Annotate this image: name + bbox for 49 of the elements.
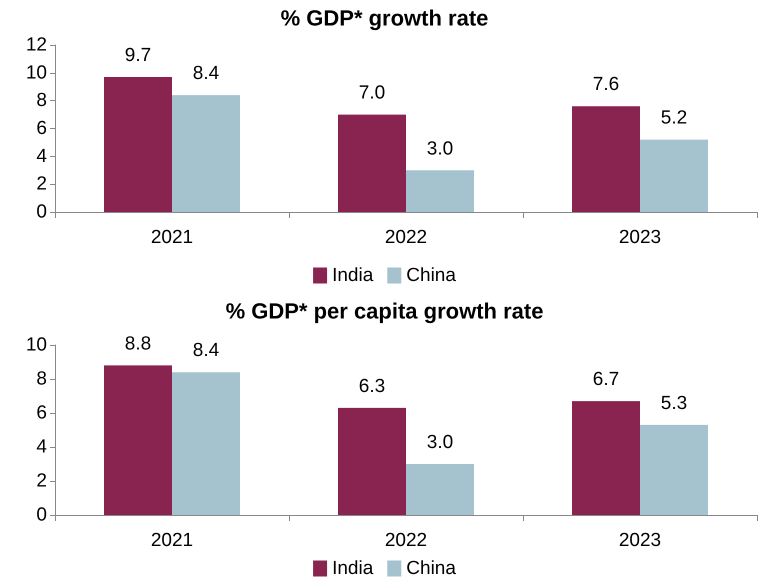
bar <box>172 95 240 212</box>
legend-label: India <box>332 265 374 286</box>
data-label: 6.3 <box>358 376 386 397</box>
y-tick-label: 10 <box>26 334 47 356</box>
bar <box>104 365 172 515</box>
data-label: 8.4 <box>192 340 220 362</box>
data-label: 8.8 <box>124 333 152 354</box>
y-tick-label: 0 <box>36 504 47 526</box>
bar <box>338 408 406 515</box>
y-tick-label: 8 <box>36 368 47 390</box>
x-tick-label: 2021 <box>150 530 194 551</box>
data-label: 9.7 <box>124 45 152 66</box>
bar <box>104 77 172 212</box>
bar <box>640 424 708 515</box>
legend-label: India <box>332 558 374 579</box>
data-label: 3.0 <box>426 432 454 453</box>
y-tick-label: 6 <box>36 118 47 139</box>
data-label: 5.2 <box>660 108 688 129</box>
y-tick-label: 4 <box>36 146 48 167</box>
data-label: 8.4 <box>192 63 220 84</box>
legend-label: China <box>406 265 456 286</box>
y-tick-label: 2 <box>36 174 47 195</box>
bar <box>172 372 240 515</box>
y-tick-label: 2 <box>36 470 47 492</box>
y-tick-label: 12 <box>26 34 47 56</box>
x-tick-label: 2022 <box>384 227 428 248</box>
bar <box>640 140 708 212</box>
legend-label: China <box>406 558 456 579</box>
x-tick-label: 2021 <box>150 227 194 248</box>
y-tick-label: 0 <box>36 202 47 222</box>
data-label: 5.3 <box>660 392 688 414</box>
y-tick-label: 8 <box>36 90 47 112</box>
bar <box>406 170 474 212</box>
data-label: 7.6 <box>592 74 620 96</box>
y-tick-label: 4 <box>36 436 48 458</box>
y-tick-label: 6 <box>36 402 47 424</box>
x-tick-label: 2022 <box>384 530 428 551</box>
bar <box>572 401 640 515</box>
x-tick-label: 2023 <box>618 530 662 551</box>
bar <box>338 114 406 212</box>
data-label: 6.7 <box>592 369 620 390</box>
y-tick-label: 10 <box>26 62 47 84</box>
chart-title: % GDP* growth rate <box>280 6 488 30</box>
data-label: 7.0 <box>358 82 386 104</box>
chart-title: % GDP* per capita growth rate <box>226 298 544 324</box>
bar <box>572 106 640 212</box>
x-tick-label: 2023 <box>618 227 662 248</box>
data-label: 3.0 <box>426 138 454 160</box>
bar <box>406 464 474 515</box>
